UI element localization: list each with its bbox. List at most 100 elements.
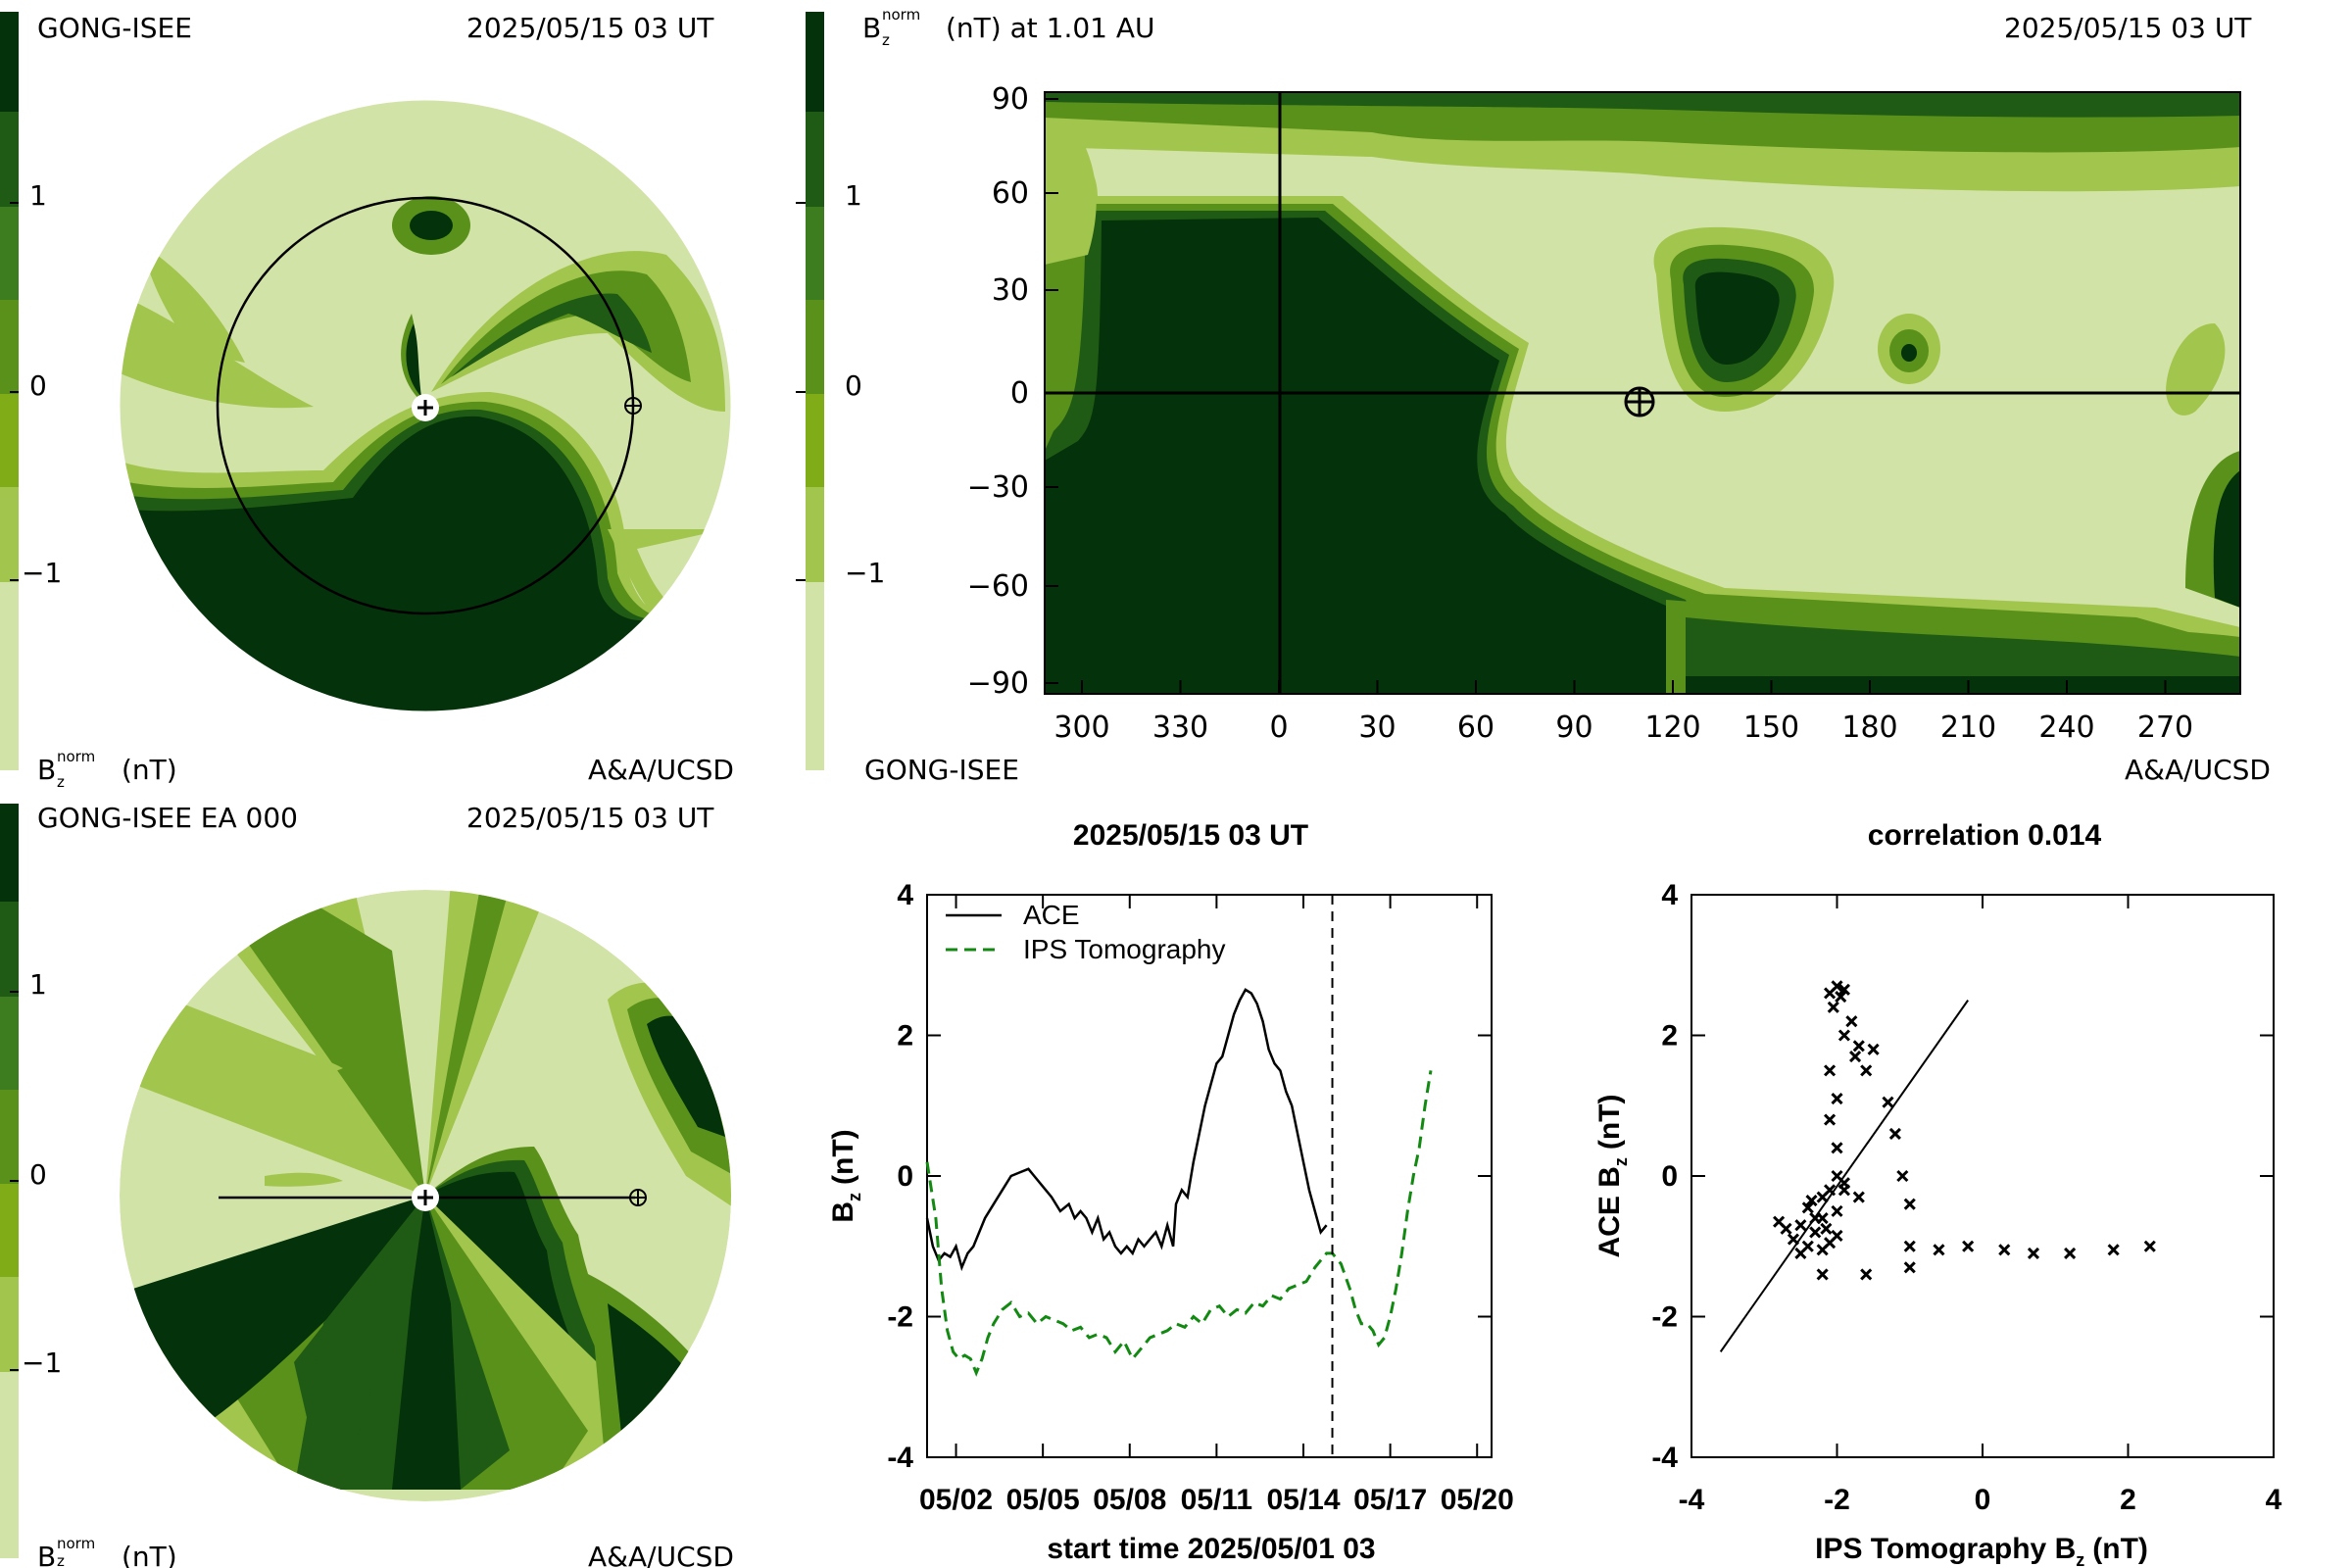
scatter-point [1867,1043,1880,1055]
map-x-tick-label: 60 [1457,710,1494,745]
scatter-point [1933,1244,1945,1256]
scatter-point [1852,1191,1865,1203]
scatter-x-tick-label: -2 [1824,1484,1850,1516]
timeseries-y-tick-label: 0 [897,1160,913,1193]
map-y-tick-label: −30 [967,470,1029,505]
map-y-tick-label: 30 [992,273,1029,308]
panel-tl-quantity-label: B norm z (nT) [37,748,177,791]
timeseries-x-tick-label: 05/02 [919,1484,993,1516]
colorbar-tick-1: 1 [29,968,47,1001]
panel-tr-title: B norm z (nT) at 1.01 AU [862,6,1155,49]
svg-text:(nT): (nT) [122,1541,177,1568]
map-x-tick-label: 120 [1644,710,1700,745]
map-x-tick-label: 150 [1743,710,1799,745]
scatter-point [1773,1215,1786,1228]
panel-tr-credit: A&A/UCSD [2125,754,2271,786]
colorbar-tick-0: 0 [845,369,862,402]
map-x-tick-label: 180 [1841,710,1897,745]
timeseries-x-tick-label: 05/20 [1441,1484,1514,1516]
svg-text:norm: norm [57,1535,95,1552]
scatter-point [1882,1096,1894,1108]
earth-marker-icon [624,397,642,415]
timeseries-axes: 4 2 0 -2 -405/02 05/05 05/08 05/11 05/14 05/17 05/… [887,879,1513,1516]
scatter-point [1816,1244,1829,1256]
legend-ace-label: ACE [1023,900,1080,930]
skymap-bottom-left: GONG-ISEE EA 000 2025/05/15 03 UT B norm… [37,802,734,1568]
colorbar-tick-0: 0 [29,369,47,402]
series-ace-line [925,988,1328,1272]
timeseries-x-tick-label: 05/11 [1181,1484,1252,1516]
timeseries-series [925,988,1433,1377]
scatter-point [1845,1015,1858,1028]
scatter-point [1835,990,1847,1004]
map-x-tick-label: 330 [1152,710,1208,745]
panel-tl-timestamp: 2025/05/15 03 UT [466,12,714,44]
timeseries-y-tick-label: 4 [897,879,913,911]
colorbar-tick-minus1: −1 [22,1347,62,1379]
scatter-point [1794,1219,1807,1232]
panel-bl-source: GONG-ISEE EA 000 [37,802,298,834]
scatter-point [1888,1127,1901,1141]
panel-bl-quantity-label: B norm z (nT) [37,1535,177,1568]
scatter-point [1831,1169,1843,1183]
panel-tr-source: GONG-ISEE [864,754,1019,786]
scatter-point [1838,983,1850,996]
panel-tl-credit: A&A/UCSD [588,754,734,786]
timeseries-y-tick-label: -4 [887,1442,913,1474]
map-x-tick-label: 90 [1555,710,1592,745]
scatter-point [1838,1029,1850,1042]
scatter-y-tick-label: 2 [1661,1020,1678,1053]
scatter-point [1903,1198,1916,1210]
scatter-ylabel: ACE Bz(nT) [1593,1095,1631,1258]
scatter-point [1824,1113,1837,1126]
scatter-axes: 4 2 0 -2 -4-4 -2 0 2 4 [1651,879,2281,1516]
earth-marker-icon [1624,386,1655,417]
colorbar-top-right: 1 0 −1 [796,12,885,770]
timeseries-chart: 2025/05/15 03 UT 4 2 0 -2 -405/02 05/05 05/08 0… [827,819,1514,1565]
scatter-point [1824,1064,1837,1077]
scatter-x-tick-label: 2 [2120,1484,2136,1516]
scatter-point [2027,1247,2040,1259]
scatter-y-tick-label: -2 [1651,1301,1678,1334]
scatter-point [1831,1142,1843,1154]
scatter-point [1824,987,1837,1000]
scatter-point [1827,1001,1839,1013]
colorbar-tick-1: 1 [29,179,47,212]
colorbar-tick-1: 1 [845,179,862,212]
timeseries-xlabel: start time 2025/05/01 03 [1047,1533,1375,1565]
map-x-tick-label: 210 [1940,710,1996,745]
scatter-point [1809,1226,1822,1239]
scatter-y-tick-label: 4 [1661,879,1678,911]
map-y-axis: 90 60 30 0 −30 −60 −90 [967,82,1058,701]
panel-bl-credit: A&A/UCSD [588,1541,734,1568]
panel-tr-timestamp: 2025/05/15 03 UT [2004,12,2252,44]
map-x-tick-label: 0 [1269,710,1288,745]
timeseries-title: 2025/05/15 03 UT [1073,819,1308,852]
scatter-point [1896,1169,1909,1183]
scatter-point [1860,1268,1873,1281]
timeseries-y-tick-label: -2 [887,1301,913,1334]
scatter-point [1903,1261,1916,1274]
map-y-tick-label: −90 [967,666,1029,701]
series-ips-tomography-line [925,1070,1433,1377]
scatter-point [1962,1240,1975,1252]
svg-text:z: z [57,773,65,791]
scatter-x-tick-label: 0 [1975,1484,1991,1516]
timeseries-legend: ACE IPS Tomography [946,900,1226,964]
map-x-tick-label: 30 [1358,710,1396,745]
scatter-xlabel: IPS Tomography Bz (nT) [1815,1533,2148,1568]
panel-bl-timestamp: 2025/05/15 03 UT [466,802,714,834]
timeseries-x-tick-label: 05/17 [1353,1484,1427,1516]
timeseries-x-tick-label: 05/14 [1266,1484,1340,1516]
panel-tl-source: GONG-ISEE [37,12,192,44]
map-x-tick-label: 240 [2038,710,2094,745]
colorbar-bottom-left: 1 0 −1 [0,804,62,1558]
scatter-point [1998,1244,2011,1256]
scatter-point [1820,1222,1833,1235]
map-y-tick-label: 0 [1010,376,1029,411]
timeseries-x-tick-label: 05/08 [1093,1484,1166,1516]
scatter-point [1805,1195,1818,1207]
scatter-point [1801,1201,1814,1214]
svg-text:norm: norm [882,6,920,24]
